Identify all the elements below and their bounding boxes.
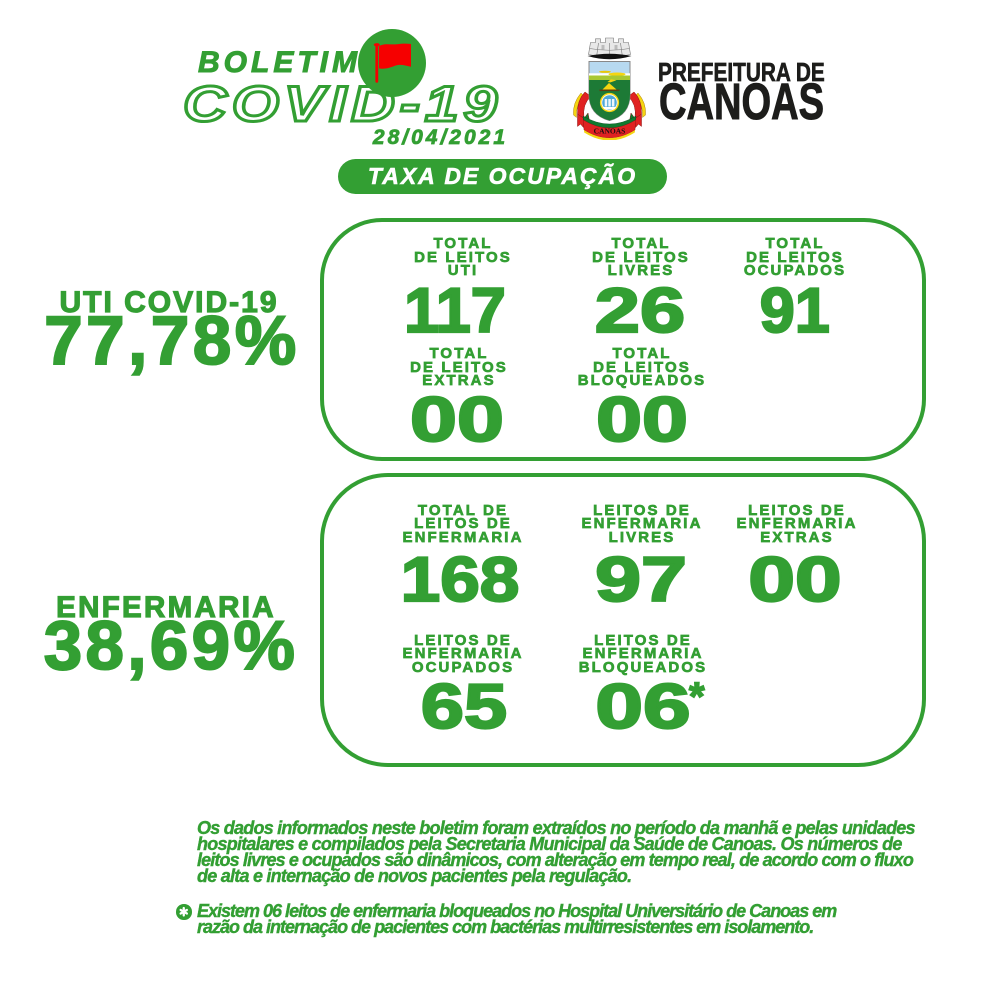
svg-text:CANOAS: CANOAS	[594, 127, 626, 136]
